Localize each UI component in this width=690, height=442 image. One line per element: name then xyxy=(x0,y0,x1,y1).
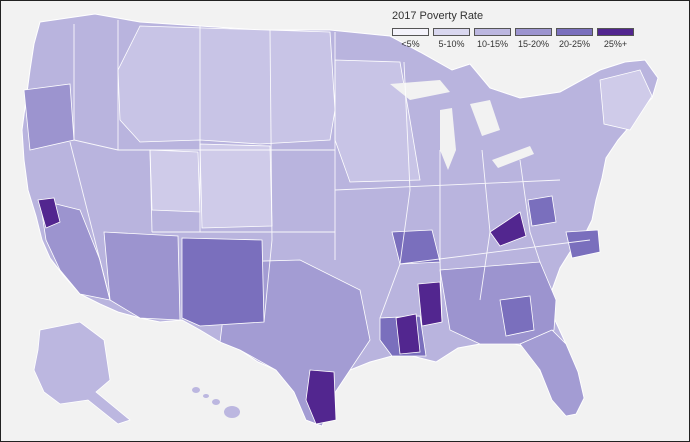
legend-swatch xyxy=(392,28,429,36)
region-california-central xyxy=(39,199,111,301)
hawaii-island-3 xyxy=(212,399,220,405)
legend-label: 25%+ xyxy=(603,39,628,49)
lake-michigan xyxy=(440,108,456,170)
legend: 2017 Poverty Rate <5% 5-10% 10-15% 15-20… xyxy=(392,10,652,49)
region-georgia-south xyxy=(499,295,535,337)
legend-label: 10-15% xyxy=(476,39,509,49)
alaska xyxy=(33,321,131,425)
legend-item-lt5: <5% xyxy=(392,28,429,49)
legend-item-10-15: 10-15% xyxy=(474,28,511,49)
lake-huron xyxy=(470,100,500,136)
legend-swatch xyxy=(433,28,470,36)
region-kentucky-east-25 xyxy=(489,211,527,247)
region-alabama-west-25 xyxy=(417,281,443,327)
region-north-carolina-east xyxy=(565,229,601,259)
lake-erie xyxy=(492,146,534,168)
legend-swatch xyxy=(597,28,634,36)
region-arkansas-missouri-south xyxy=(391,229,441,265)
region-new-england-light xyxy=(599,69,653,131)
legend-label: 5-10% xyxy=(438,39,465,49)
legend-item-15-20: 15-20% xyxy=(515,28,552,49)
hawaii-island-2 xyxy=(203,394,209,398)
region-oregon-west xyxy=(23,83,75,151)
region-arizona xyxy=(103,231,181,321)
legend-swatch xyxy=(556,28,593,36)
region-new-mexico xyxy=(181,237,265,327)
region-west-virginia xyxy=(527,195,557,227)
region-southeast xyxy=(439,261,557,345)
state-borders xyxy=(69,20,591,323)
region-central-california-25 xyxy=(37,197,61,229)
legend-item-25plus: 25%+ xyxy=(597,28,634,49)
region-florida xyxy=(519,329,585,417)
legend-item-5-10: 5-10% xyxy=(433,28,470,49)
legend-swatches: <5% 5-10% 10-15% 15-20% 20-25% 25%+ xyxy=(392,28,652,49)
hawaii-island-1 xyxy=(192,387,200,393)
legend-label: 20-25% xyxy=(558,39,591,49)
hawaii-island-4 xyxy=(224,406,240,418)
legend-swatch xyxy=(515,28,552,36)
legend-label: 15-20% xyxy=(517,39,550,49)
region-utah-light xyxy=(149,149,201,213)
legend-item-20-25: 20-25% xyxy=(556,28,593,49)
region-south-texas-25 xyxy=(305,369,337,425)
legend-title: 2017 Poverty Rate xyxy=(392,10,484,22)
legend-label: <5% xyxy=(401,39,420,49)
region-colorado-wyoming xyxy=(199,143,273,229)
legend-swatch xyxy=(474,28,511,36)
region-northern-plains xyxy=(117,25,336,145)
region-mississippi-25 xyxy=(395,313,421,355)
